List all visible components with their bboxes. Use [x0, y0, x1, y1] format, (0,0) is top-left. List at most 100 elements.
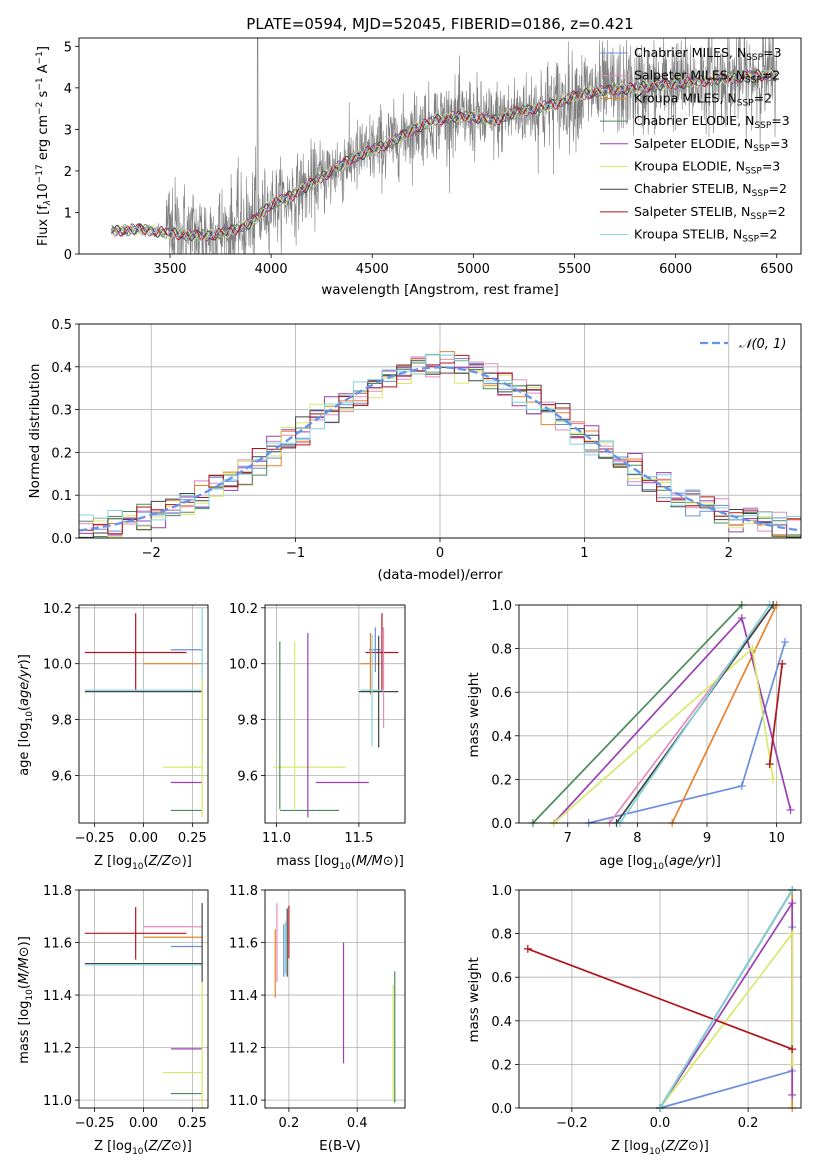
- weight_vs_Z-marker-kroupa_elodie: [788, 929, 797, 938]
- weight_vs_age-marker-salpeter_stelib: [765, 760, 774, 769]
- age_vs_mass-xlabel: mass [log10(M/M⊙)]: [276, 854, 404, 872]
- spectrum-frame: [78, 37, 802, 255]
- age_vs_Z-xlabel: Z [log10(Z/Z⊙)]: [94, 854, 192, 872]
- weight_vs_Z-marker-salpeter_stelib: [523, 944, 532, 953]
- age_vs_mass-frame: [264, 604, 406, 824]
- spectrum-ytick-label: 5: [64, 40, 72, 55]
- mass_vs_Z-xtick-label: 0.00: [129, 1116, 158, 1131]
- residuals-ytick-label: 0.3: [51, 404, 72, 419]
- spectrum-ytick-label: 1: [64, 206, 72, 221]
- legend-label-kroupa_stelib: Kroupa STELIB, NSSP=2: [634, 227, 778, 245]
- weight_vs_age-marker-chabrier_miles: [737, 781, 746, 790]
- mass_vs_Z-ytick-label: 11.6: [43, 937, 72, 952]
- residuals-xtick-label: 2: [725, 546, 733, 561]
- weight_vs_age-marker-chabrier_miles: [780, 638, 789, 647]
- residuals-xtick-label: −1: [286, 546, 305, 561]
- legend-label-salpeter_stelib: Salpeter STELIB, NSSP=2: [634, 204, 786, 222]
- weight_vs_age-xtick-label: 10: [768, 831, 785, 846]
- spectrum-ylabel: Flux [fλ10−17 erg cm−2 s−1 A−1]: [35, 46, 53, 246]
- model-line-kroupa_stelib: [110, 69, 777, 242]
- weight_vs_Z-ylabel: mass weight: [466, 957, 482, 1042]
- mass_vs_ebv-ytick-label: 11.0: [229, 1094, 258, 1109]
- spectrum-xtick-label: 6000: [659, 262, 692, 277]
- age_vs_Z-frame: [78, 604, 209, 824]
- mass_vs_Z-ytick-label: 11.4: [43, 989, 72, 1004]
- mass_vs_Z-frame: [78, 889, 209, 1109]
- gaussian-reference-line: [79, 366, 801, 532]
- age_vs_Z-xtick-label: −0.25: [75, 831, 115, 846]
- mass_vs_Z-ylabel: mass [log10(M/M⊙)]: [17, 936, 35, 1064]
- age_vs_Z-xtick-label: 0.00: [129, 831, 158, 846]
- age_vs_mass-ytick-label: 9.6: [237, 769, 258, 784]
- legend-label-salpeter_miles: Salpeter MILES, NSSP=2: [634, 68, 780, 86]
- age_vs_Z-ylabel: age [log10(age/yr)]: [17, 654, 35, 776]
- age_vs_mass-ytick-label: 10.0: [229, 658, 258, 673]
- residuals-xtick-label: 1: [580, 546, 588, 561]
- weight_vs_Z-marker-salpeter_stelib: [788, 1045, 797, 1054]
- spectrum-title: PLATE=0594, MJD=52045, FIBERID=0186, z=0…: [246, 15, 633, 33]
- weight_vs_Z-xlabel: Z [log10(Z/Z⊙)]: [611, 1139, 709, 1157]
- legend-label-kroupa_miles: Kroupa MILES, NSSP=2: [634, 90, 772, 108]
- weight_vs_age-ytick-label: 0.8: [491, 643, 512, 658]
- mass_vs_Z-ytick-label: 11.0: [43, 1094, 72, 1109]
- weight_vs_age-line-kroupa_miles: [671, 604, 778, 824]
- mass_vs_ebv-xtick-label: 0.4: [347, 1116, 368, 1131]
- spectrum-xtick-label: 5000: [457, 262, 490, 277]
- weight_vs_Z-ytick-label: 0.4: [491, 1015, 512, 1030]
- weight_vs_Z-ytick-label: 0.0: [491, 1102, 512, 1117]
- age_vs_Z-xtick-label: 0.25: [178, 831, 207, 846]
- weight_vs_Z-line-kroupa_stelib: [659, 889, 793, 1109]
- residual-legend-label: 𝒩(0, 1): [739, 337, 786, 352]
- weight_vs_age-marker-salpeter_elodie: [737, 614, 746, 623]
- weight_vs_age-line-salpeter_miles: [608, 604, 774, 824]
- residuals-xtick-label: 0: [436, 546, 444, 561]
- weight_vs_Z-line-salpeter_stelib: [527, 948, 793, 1050]
- mass_vs_Z-ytick-label: 11.8: [43, 884, 72, 899]
- spectrum-ytick-label: 3: [64, 123, 72, 138]
- spectrum-legend: Chabrier MILES, NSSP=3 Salpeter MILES, NS…: [600, 45, 790, 245]
- spectrum-ytick-label: 2: [64, 165, 72, 180]
- weight_vs_Z-marker-salpeter_elodie: [788, 899, 797, 908]
- mass_vs_ebv-xtick-label: 0.2: [279, 1116, 300, 1131]
- weight_vs_Z-ytick-label: 0.6: [491, 971, 512, 986]
- legend-label-chabrier_stelib: Chabrier STELIB, NSSP=2: [634, 181, 787, 199]
- weight_vs_Z-ytick-label: 0.2: [491, 1058, 512, 1073]
- weight_vs_Z-ytick-label: 1.0: [491, 884, 512, 899]
- weight_vs_age-marker-kroupa_elodie: [748, 644, 757, 653]
- age_vs_mass-ytick-label: 9.8: [237, 714, 258, 729]
- age_vs_Z-ytick-label: 9.6: [51, 769, 72, 784]
- weight_vs_Z-marker-kroupa_elodie: [788, 1060, 797, 1069]
- spectrum-axes: 3500 4000 4500 5000 5500 6000 6500 0 1 2 3 4 5: [64, 40, 794, 277]
- hist-chabrier_stelib: [79, 360, 801, 538]
- weight_vs_age-ytick-label: 0.6: [491, 686, 512, 701]
- spectrum-ytick-label: 0: [64, 248, 72, 263]
- weight_vs_Z-xtick-label: −0.2: [556, 1116, 588, 1131]
- weight_vs_Z-frame: [518, 889, 802, 1109]
- residuals-frame: [78, 323, 802, 539]
- residuals-xtick-label: −2: [142, 546, 161, 561]
- age_vs_Z-axes: −0.25 0.00 0.25 9.6 9.8 10.0 10.2: [43, 602, 208, 846]
- spectrum-xlabel: wavelength [Angstrom, rest frame]: [321, 282, 559, 298]
- residuals-ytick-label: 0.0: [51, 532, 72, 547]
- mass_vs_ebv-ytick-label: 11.8: [229, 884, 258, 899]
- weight_vs_age-marker-salpeter_stelib: [778, 659, 787, 668]
- spectrum-xtick-label: 4500: [356, 262, 389, 277]
- mass_vs_ebv-ytick-label: 11.6: [229, 937, 258, 952]
- weight_vs_age-frame: [518, 604, 802, 824]
- age_vs_mass-xtick-label: 11.0: [262, 831, 291, 846]
- residuals-xlabel: (data-model)/error: [377, 567, 503, 583]
- mass_vs_ebv-frame: [264, 889, 406, 1109]
- mass_vs_ebv-ytick-label: 11.2: [229, 1042, 258, 1057]
- spectrum-xtick-label: 6500: [760, 262, 793, 277]
- hist-kroupa_stelib: [79, 353, 801, 526]
- age_vs_mass-xtick-label: 11.5: [344, 831, 373, 846]
- age_vs_Z-ytick-label: 10.2: [43, 602, 72, 617]
- weight_vs_age-marker-kroupa_elodie: [769, 775, 778, 784]
- residuals-ylabel: Normed distribution: [27, 364, 43, 499]
- spectrum-ytick-label: 4: [64, 82, 72, 97]
- weight_vs_age-ytick-label: 1.0: [491, 599, 512, 614]
- age_vs_mass-ytick-label: 10.2: [229, 602, 258, 617]
- legend-label-chabrier_miles: Chabrier MILES, NSSP=3: [634, 45, 782, 63]
